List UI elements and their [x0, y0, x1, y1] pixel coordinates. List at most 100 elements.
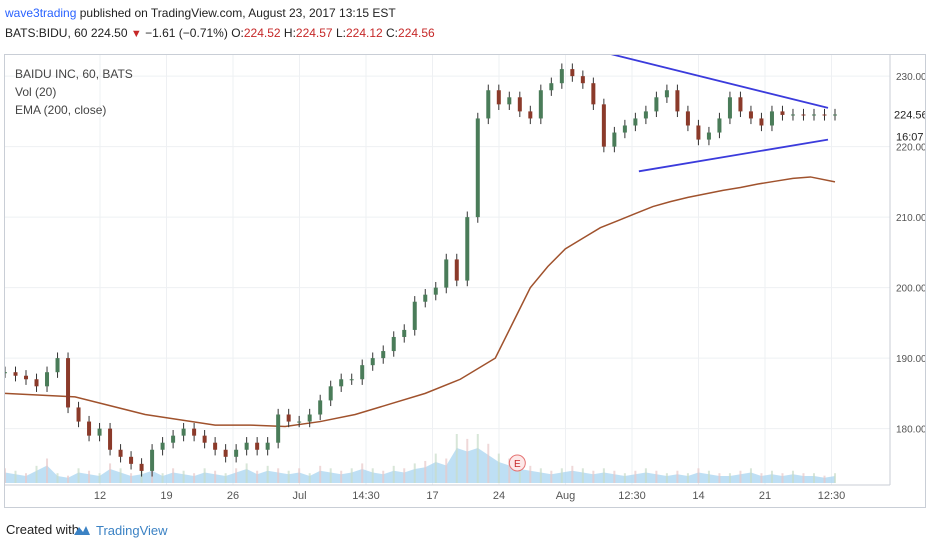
- legend-series-name[interactable]: BAIDU INC, 60, BATS: [15, 67, 133, 81]
- x-tick-label: 12: [94, 490, 106, 502]
- x-tick-label: 24: [493, 490, 505, 502]
- x-tick-label: 19: [160, 490, 172, 502]
- volume-bar: [834, 473, 836, 483]
- volume-bar: [67, 475, 70, 483]
- candle-body: [34, 379, 39, 387]
- author-link[interactable]: wave3trading: [5, 6, 77, 20]
- candle-body: [202, 435, 207, 443]
- volume-bar: [634, 470, 637, 483]
- candle-body: [643, 111, 648, 119]
- trendline-lower: [638, 138, 829, 173]
- candle-body: [517, 97, 522, 112]
- x-tick-label: 17: [426, 490, 438, 502]
- volume-bar: [602, 468, 605, 483]
- y-tick-label: 220.00: [896, 143, 925, 154]
- candle-body: [244, 442, 249, 450]
- candle-body: [486, 90, 491, 119]
- candle-body: [370, 358, 375, 366]
- ema-line: [5, 176, 836, 428]
- current-price-label: 224.56: [894, 109, 925, 121]
- volume-bar: [770, 470, 773, 483]
- candle-body: [538, 90, 543, 119]
- volume-bar: [277, 468, 280, 483]
- price-chart[interactable]: E 180.00 190.00 200.00 210.00 220.00 230.00 224…: [5, 55, 925, 507]
- candle-body: [349, 379, 354, 381]
- volume-bar: [571, 465, 574, 483]
- volume-bar: [697, 468, 700, 483]
- current-price-box: [891, 106, 925, 123]
- quote-line: BATS:BIDU, 60 224.50 ▼ −1.61 (−0.71%) O:…: [5, 26, 435, 40]
- candle-body: [45, 372, 50, 387]
- candle-body: [339, 379, 344, 387]
- volume-bar: [266, 465, 269, 483]
- x-tick-label: Aug: [556, 490, 576, 502]
- volume-bar: [581, 468, 584, 483]
- x-tick-label: 12:30: [818, 490, 846, 502]
- x-tick-label: 26: [227, 490, 239, 502]
- volume-bar: [5, 468, 6, 483]
- candle-body: [223, 449, 228, 457]
- volume-bar: [539, 468, 542, 483]
- candle-body: [696, 125, 701, 140]
- candle-body: [622, 125, 627, 133]
- volume-bar: [382, 470, 385, 483]
- volume-bar: [718, 473, 721, 483]
- volume-bar: [403, 468, 406, 483]
- candle-body: [444, 259, 449, 288]
- volume-bar: [413, 463, 416, 483]
- volume-bar: [319, 465, 322, 483]
- volume-bar: [560, 468, 563, 483]
- volume-bar: [119, 468, 122, 483]
- candle-body: [381, 351, 386, 359]
- volume-bar: [529, 465, 532, 483]
- volume-bar: [623, 473, 626, 483]
- volume-bar: [781, 473, 784, 483]
- volume-bar: [644, 468, 647, 483]
- footer: Created with TradingView: [0, 510, 932, 550]
- volume-bar: [361, 463, 364, 483]
- volume-bar: [308, 473, 311, 483]
- legend-volume[interactable]: Vol (20): [15, 85, 57, 99]
- candle-body: [171, 435, 176, 443]
- tradingview-logo[interactable]: TradingView: [70, 520, 168, 540]
- candle-body: [727, 97, 732, 119]
- candle-body: [591, 83, 596, 105]
- candle-body: [97, 428, 102, 436]
- volume-bar: [56, 473, 59, 483]
- candle-body: [475, 118, 480, 218]
- candle-body: [402, 329, 407, 337]
- candle-body: [150, 449, 155, 471]
- volume-bar: [350, 468, 353, 483]
- volume-bar: [14, 470, 17, 483]
- candle-body: [412, 301, 417, 330]
- candle-body: [454, 259, 459, 281]
- candle-body: [192, 428, 197, 436]
- chart-legend: BAIDU INC, 60, BATS Vol (20) EMA (200, c…: [15, 65, 133, 119]
- volume-bar: [235, 468, 238, 483]
- volume-bar: [760, 473, 763, 483]
- volume-bar: [497, 453, 500, 483]
- volume-bar: [256, 470, 259, 483]
- volume-bar: [476, 434, 479, 483]
- volume-bar: [791, 470, 794, 483]
- volume-bar: [140, 470, 143, 483]
- volume-bar: [592, 470, 595, 483]
- candle-body: [706, 132, 711, 140]
- earnings-marker: [508, 454, 526, 472]
- candle-body: [234, 449, 239, 457]
- down-arrow-icon: ▼: [130, 28, 142, 40]
- volume-bar: [445, 458, 448, 483]
- candle-body: [559, 69, 564, 84]
- chart-frame[interactable]: E 180.00 190.00 200.00 210.00 220.00 230.00 224…: [4, 54, 926, 508]
- candle-body: [297, 421, 302, 423]
- y-tick-label: 180.00: [896, 425, 925, 436]
- candle-body: [286, 414, 291, 422]
- volume-area: [5, 448, 835, 483]
- published-text: published on TradingView.com, August 23,…: [79, 6, 396, 20]
- legend-ema[interactable]: EMA (200, close): [15, 103, 107, 117]
- candle-body: [255, 442, 260, 450]
- volume-bar: [739, 470, 742, 483]
- x-tick-label: Jul: [292, 490, 306, 502]
- candle-body: [139, 463, 144, 471]
- candle-body: [801, 114, 806, 116]
